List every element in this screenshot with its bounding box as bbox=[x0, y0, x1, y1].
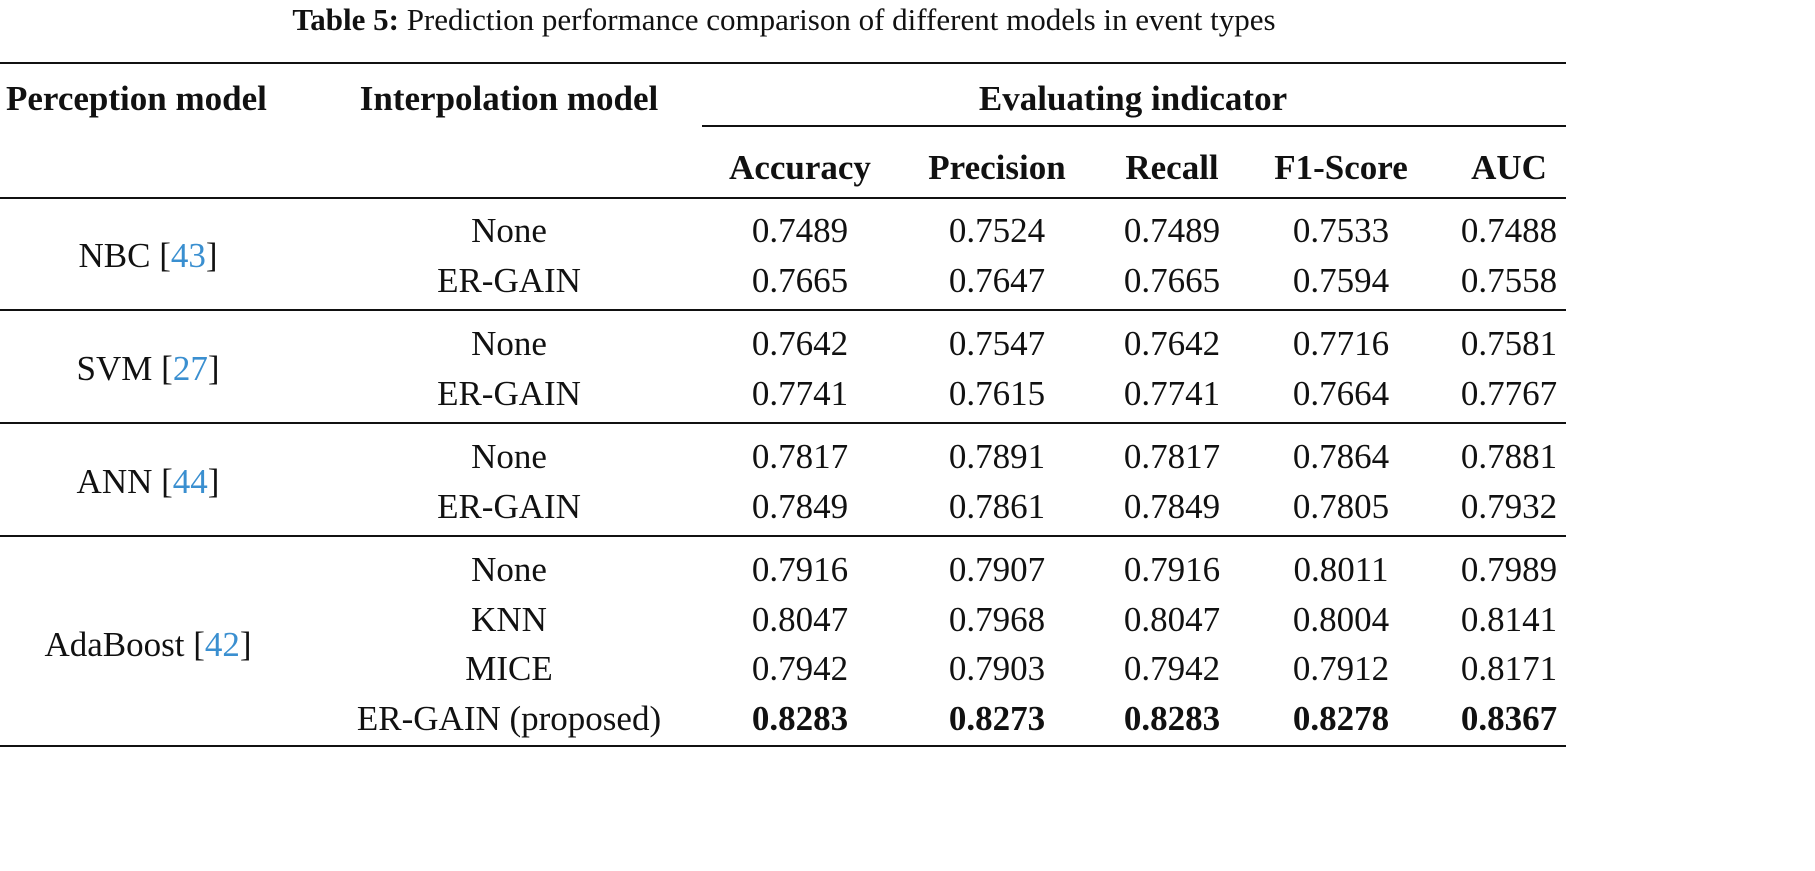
metric-value-cell: 0.7881 bbox=[1460, 437, 1558, 476]
metric-value-cell: 0.7615 bbox=[948, 374, 1046, 413]
metric-value-cell: 0.7891 bbox=[948, 437, 1046, 476]
metric-value-cell: 0.8283 bbox=[1123, 699, 1221, 738]
model-name: AdaBoost bbox=[44, 624, 185, 664]
metric-value-cell: 0.7642 bbox=[751, 324, 849, 363]
perception-model-cell: SVM [27] bbox=[77, 348, 220, 390]
metric-value-cell: 0.7989 bbox=[1460, 550, 1558, 589]
metric-value-cell: 0.8283 bbox=[751, 699, 849, 738]
metric-value-cell: 0.7903 bbox=[948, 649, 1046, 688]
citation-bracket-close: ] bbox=[205, 236, 218, 275]
citation-bracket-close: ] bbox=[207, 349, 220, 388]
metric-value-cell: 0.7767 bbox=[1460, 374, 1558, 413]
metric-value-cell: 0.7533 bbox=[1292, 211, 1390, 250]
bottom-rule bbox=[0, 745, 1566, 747]
perception-model-cell: AdaBoost [42] bbox=[44, 624, 251, 666]
metric-value-cell: 0.7849 bbox=[1123, 487, 1221, 526]
group-separator-rule bbox=[0, 309, 1566, 311]
table-caption: Table 5: Prediction performance comparis… bbox=[0, 0, 1568, 40]
metric-value-cell: 0.7664 bbox=[1292, 374, 1390, 413]
interpolation-model-cell: ER-GAIN (proposed) bbox=[356, 699, 662, 738]
metric-value-cell: 0.7932 bbox=[1460, 487, 1558, 526]
citation-bracket-open: [ bbox=[152, 349, 173, 388]
metric-value-cell: 0.7741 bbox=[751, 374, 849, 413]
metric-value-cell: 0.7916 bbox=[751, 550, 849, 589]
model-name: ANN bbox=[76, 462, 153, 501]
metric-value-cell: 0.8367 bbox=[1460, 699, 1558, 738]
citation-link[interactable]: 27 bbox=[172, 349, 208, 388]
interpolation-model-cell: None bbox=[471, 437, 547, 476]
citation-bracket-open: [ bbox=[152, 462, 173, 501]
citation-bracket-close: ] bbox=[207, 462, 220, 501]
metric-value-cell: 0.7594 bbox=[1292, 261, 1390, 300]
top-rule bbox=[0, 62, 1566, 64]
citation-link[interactable]: 43 bbox=[170, 236, 206, 275]
metric-value-cell: 0.8047 bbox=[1123, 600, 1221, 639]
metric-value-cell: 0.7642 bbox=[1123, 324, 1221, 363]
caption-label: Table 5: bbox=[292, 2, 399, 37]
group-separator-rule bbox=[0, 422, 1566, 424]
interpolation-model-cell: ER-GAIN bbox=[437, 487, 581, 526]
metric-value-cell: 0.7488 bbox=[1460, 211, 1558, 250]
metric-value-cell: 0.7817 bbox=[1123, 437, 1221, 476]
metric-value-cell: 0.7665 bbox=[751, 261, 849, 300]
metric-value-cell: 0.7489 bbox=[1123, 211, 1221, 250]
metric-value-cell: 0.7805 bbox=[1292, 487, 1390, 526]
metric-value-cell: 0.7524 bbox=[948, 211, 1046, 250]
metric-value-cell: 0.7864 bbox=[1292, 437, 1390, 476]
interpolation-model-cell: None bbox=[471, 324, 547, 363]
header-interpolation-model: Interpolation model bbox=[359, 79, 659, 118]
metric-value-cell: 0.8141 bbox=[1460, 600, 1558, 639]
citation-link[interactable]: 44 bbox=[172, 462, 208, 501]
metric-value-cell: 0.7942 bbox=[1123, 649, 1221, 688]
metric-value-cell: 0.7907 bbox=[948, 550, 1046, 589]
metric-value-cell: 0.7849 bbox=[751, 487, 849, 526]
header-perception-model: Perception model bbox=[6, 79, 267, 118]
citation-bracket-close: ] bbox=[239, 624, 252, 664]
metric-value-cell: 0.8273 bbox=[948, 699, 1046, 738]
header-accuracy: Accuracy bbox=[729, 148, 871, 187]
metric-value-cell: 0.7558 bbox=[1460, 261, 1558, 300]
model-name: SVM bbox=[76, 349, 153, 388]
metric-value-cell: 0.7817 bbox=[751, 437, 849, 476]
interpolation-model-cell: None bbox=[471, 211, 547, 250]
interpolation-model-cell: ER-GAIN bbox=[437, 374, 581, 413]
metric-value-cell: 0.8004 bbox=[1292, 600, 1390, 639]
header-bottom-rule bbox=[0, 197, 1566, 199]
metric-value-cell: 0.7547 bbox=[948, 324, 1046, 363]
perception-model-cell: ANN [44] bbox=[77, 461, 220, 503]
group-header-rule bbox=[702, 125, 1566, 127]
interpolation-model-cell: None bbox=[471, 550, 547, 589]
metric-value-cell: 0.7716 bbox=[1292, 324, 1390, 363]
metric-value-cell: 0.7665 bbox=[1123, 261, 1221, 300]
citation-bracket-open: [ bbox=[184, 624, 205, 664]
group-separator-rule bbox=[0, 535, 1566, 537]
interpolation-model-cell: ER-GAIN bbox=[437, 261, 581, 300]
metric-value-cell: 0.8171 bbox=[1460, 649, 1558, 688]
metric-value-cell: 0.8011 bbox=[1293, 550, 1389, 589]
metric-value-cell: 0.7968 bbox=[948, 600, 1046, 639]
interpolation-model-cell: KNN bbox=[471, 600, 547, 639]
metric-value-cell: 0.7912 bbox=[1292, 649, 1390, 688]
header-f1-score: F1-Score bbox=[1274, 148, 1408, 187]
header-evaluating-indicator: Evaluating indicator bbox=[978, 79, 1288, 118]
model-name: NBC bbox=[78, 236, 151, 275]
metric-value-cell: 0.7647 bbox=[948, 261, 1046, 300]
metric-value-cell: 0.8047 bbox=[751, 600, 849, 639]
citation-bracket-open: [ bbox=[150, 236, 171, 275]
interpolation-model-cell: MICE bbox=[465, 649, 553, 688]
metric-value-cell: 0.7741 bbox=[1123, 374, 1221, 413]
metric-value-cell: 0.7581 bbox=[1460, 324, 1558, 363]
metric-value-cell: 0.7942 bbox=[751, 649, 849, 688]
metric-value-cell: 0.7489 bbox=[751, 211, 849, 250]
perception-model-cell: NBC [43] bbox=[78, 235, 217, 277]
metric-value-cell: 0.8278 bbox=[1292, 699, 1390, 738]
header-auc: AUC bbox=[1471, 148, 1547, 187]
header-recall: Recall bbox=[1125, 148, 1219, 187]
citation-link[interactable]: 42 bbox=[204, 624, 240, 664]
metric-value-cell: 0.7916 bbox=[1123, 550, 1221, 589]
metric-value-cell: 0.7861 bbox=[948, 487, 1046, 526]
header-precision: Precision bbox=[928, 148, 1066, 187]
caption-text: Prediction performance comparison of dif… bbox=[406, 2, 1276, 37]
